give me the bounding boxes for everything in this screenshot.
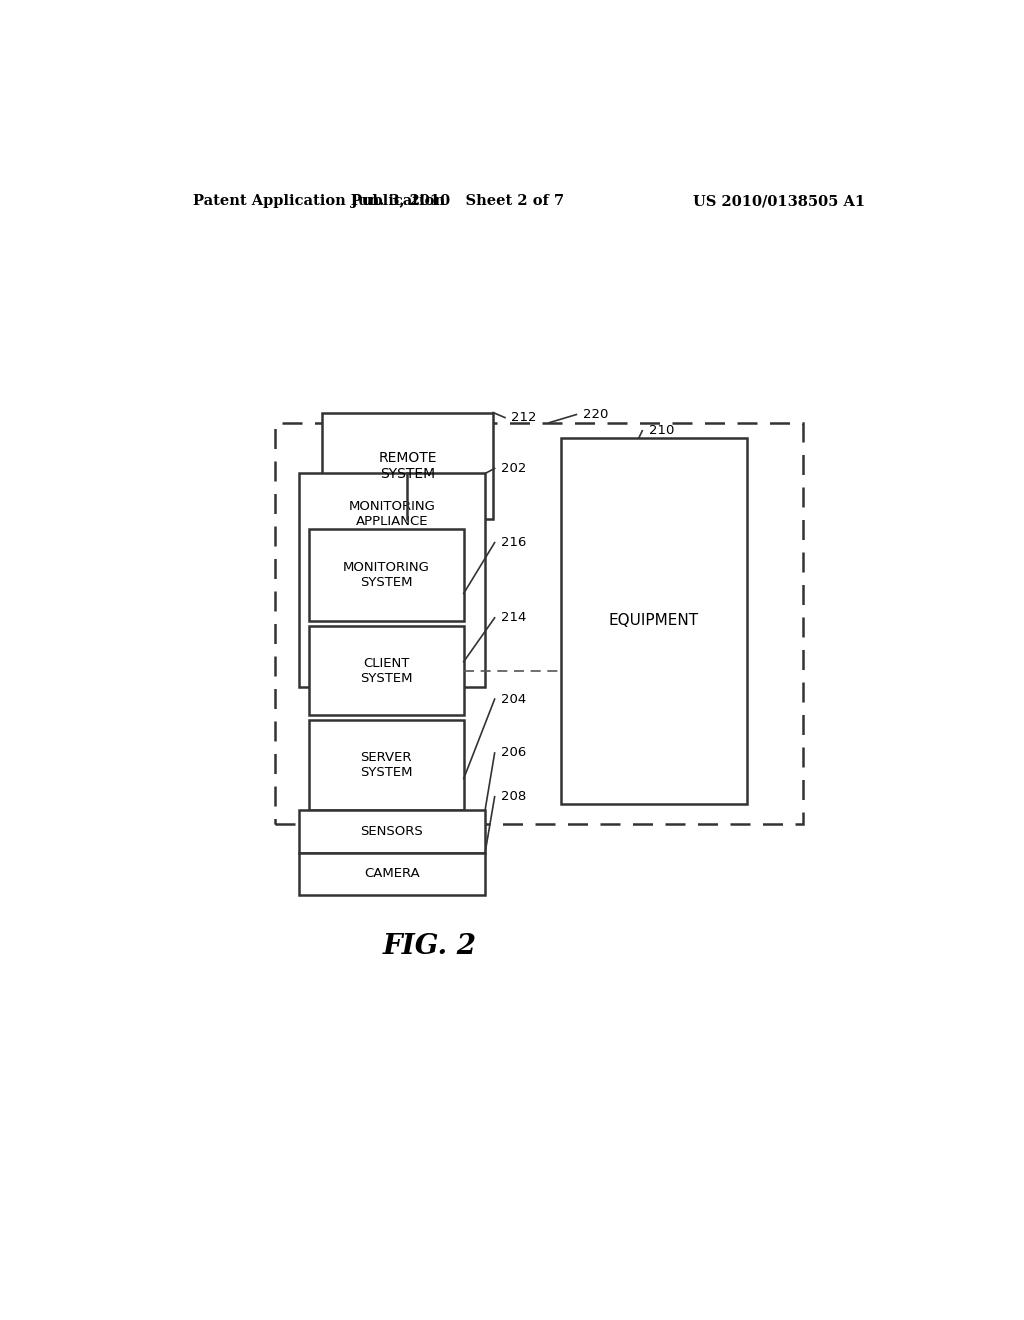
Text: 210: 210 bbox=[648, 424, 674, 437]
Text: 216: 216 bbox=[501, 536, 526, 549]
Text: MONITORING
APPLIANCE: MONITORING APPLIANCE bbox=[348, 500, 435, 528]
Bar bbox=[309, 626, 464, 715]
Text: CAMERA: CAMERA bbox=[364, 867, 420, 880]
Text: SENSORS: SENSORS bbox=[360, 825, 423, 838]
Text: SERVER
SYSTEM: SERVER SYSTEM bbox=[360, 751, 413, 779]
Bar bbox=[309, 721, 464, 810]
Text: US 2010/0138505 A1: US 2010/0138505 A1 bbox=[692, 194, 865, 209]
Text: 220: 220 bbox=[583, 408, 608, 421]
Bar bbox=[309, 529, 464, 620]
Text: 208: 208 bbox=[501, 791, 526, 803]
Text: 204: 204 bbox=[501, 693, 526, 706]
Text: CLIENT
SYSTEM: CLIENT SYSTEM bbox=[360, 656, 413, 685]
Text: REMOTE
SYSTEM: REMOTE SYSTEM bbox=[379, 450, 437, 480]
Bar bbox=[299, 474, 485, 686]
Bar bbox=[323, 412, 494, 519]
Text: 202: 202 bbox=[501, 462, 526, 475]
Text: 214: 214 bbox=[501, 611, 526, 624]
Bar bbox=[299, 853, 485, 895]
Text: FIG. 2: FIG. 2 bbox=[383, 933, 476, 960]
Text: EQUIPMENT: EQUIPMENT bbox=[608, 614, 698, 628]
Text: Jun. 3, 2010   Sheet 2 of 7: Jun. 3, 2010 Sheet 2 of 7 bbox=[351, 194, 564, 209]
Text: 212: 212 bbox=[511, 411, 537, 424]
Bar bbox=[299, 810, 485, 853]
Bar bbox=[274, 422, 803, 824]
Text: 206: 206 bbox=[501, 747, 526, 759]
Bar bbox=[560, 438, 748, 804]
Text: MONITORING
SYSTEM: MONITORING SYSTEM bbox=[343, 561, 430, 589]
Text: Patent Application Publication: Patent Application Publication bbox=[194, 194, 445, 209]
